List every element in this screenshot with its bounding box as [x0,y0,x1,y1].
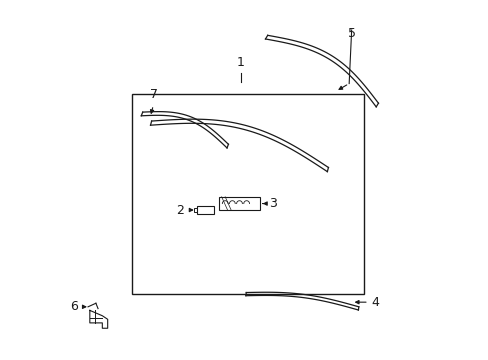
Text: 5: 5 [347,27,355,40]
Bar [132,94,364,294]
Text: 2: 2 [176,203,183,216]
Bar [218,197,259,210]
Text: 3: 3 [268,197,276,210]
Text: 4: 4 [371,296,379,309]
Text: 1: 1 [237,56,244,69]
Text: 6: 6 [70,300,78,313]
Text: 7: 7 [150,89,158,102]
Bar [193,208,197,212]
Bar [196,206,214,214]
